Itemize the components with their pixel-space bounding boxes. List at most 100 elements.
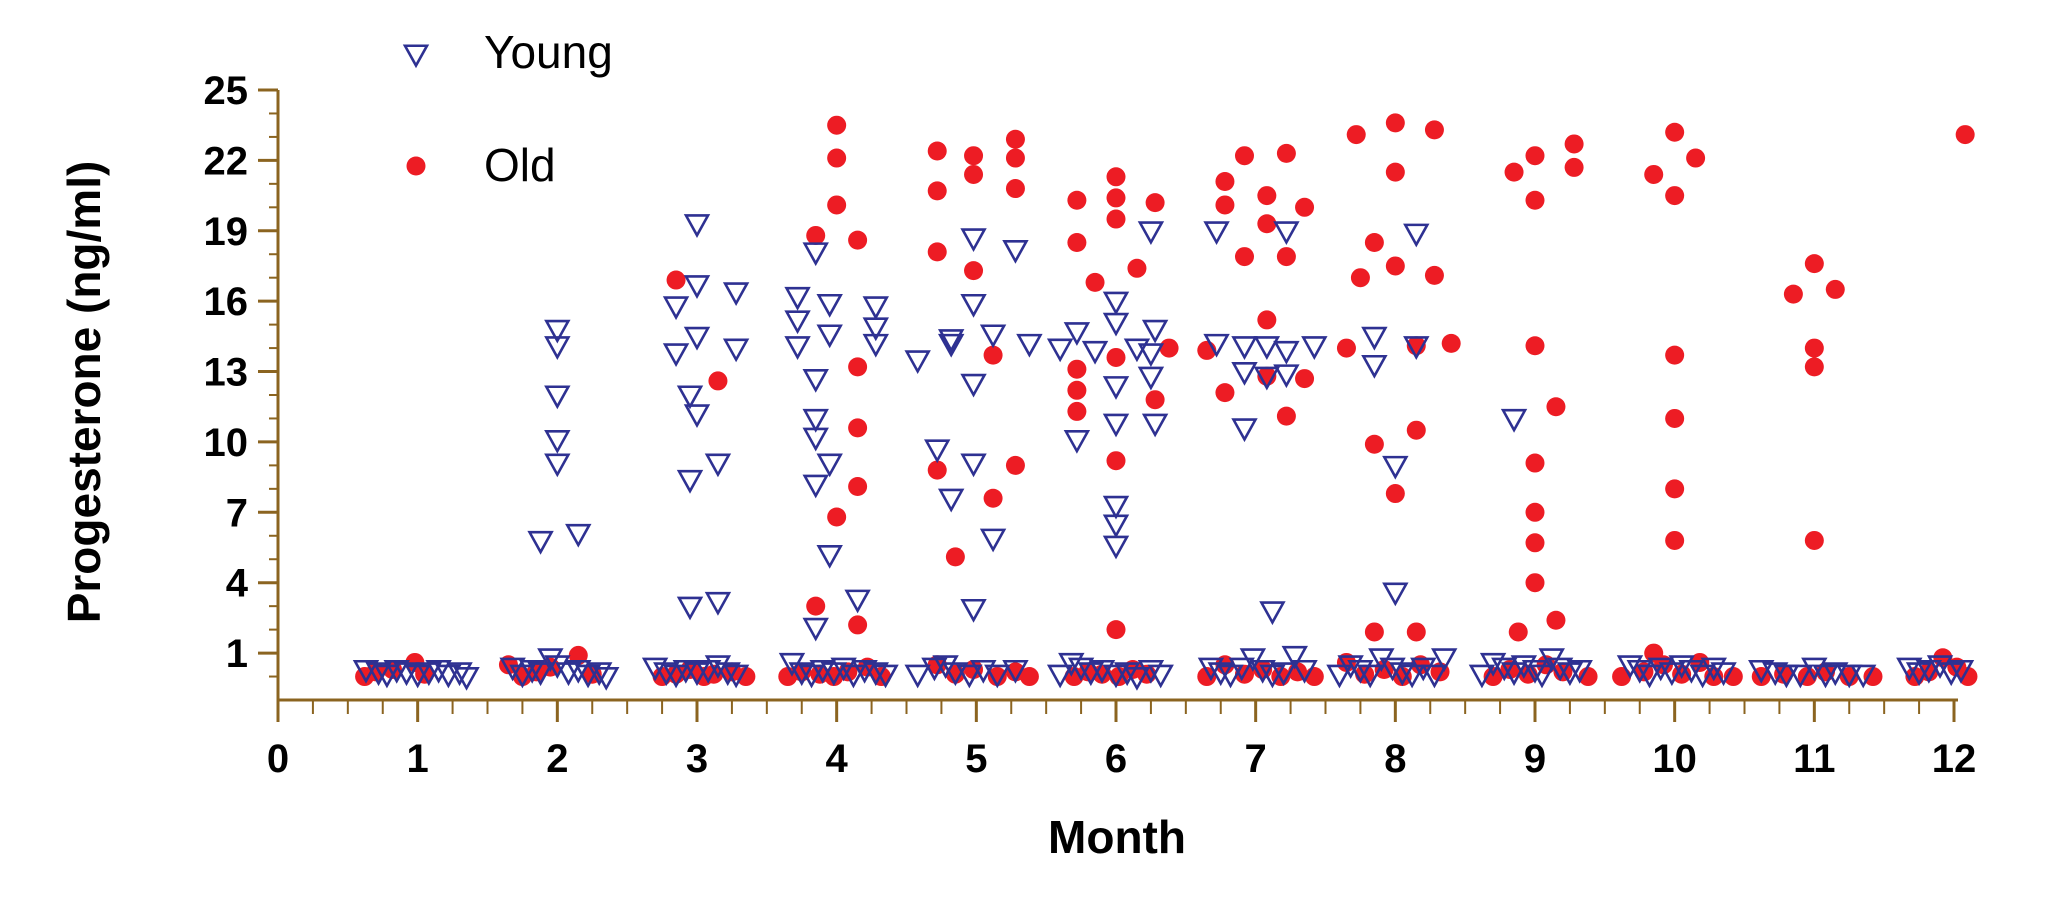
young-point xyxy=(641,657,669,682)
old-point xyxy=(1525,533,1545,553)
old-point xyxy=(1067,380,1087,400)
young-point xyxy=(784,310,811,335)
young-point xyxy=(1647,657,1674,682)
young-point xyxy=(1253,366,1281,391)
x-tick-label: 10 xyxy=(1652,737,1697,781)
young-point xyxy=(816,324,843,349)
x-tick-label: 8 xyxy=(1384,737,1406,781)
legend-young-marker xyxy=(402,44,430,69)
young-point xyxy=(937,329,965,353)
young-point xyxy=(1137,366,1165,391)
old-point xyxy=(987,667,1007,687)
old-point xyxy=(406,156,426,176)
old-point xyxy=(1564,134,1584,154)
old-point xyxy=(1385,113,1405,133)
young-point xyxy=(1566,659,1593,684)
young-point xyxy=(862,662,889,687)
young-point xyxy=(586,662,613,687)
old-point xyxy=(1546,610,1566,630)
young-point xyxy=(1137,221,1165,245)
young-point xyxy=(1500,662,1528,687)
young-point xyxy=(537,648,564,672)
young-point xyxy=(1270,662,1297,687)
x-axis-title: Month xyxy=(1048,811,1186,863)
young-point xyxy=(1147,664,1174,689)
old-point xyxy=(1525,190,1545,210)
old-point xyxy=(927,242,947,262)
old-point xyxy=(1546,397,1566,417)
young-point xyxy=(1016,333,1043,358)
young-point xyxy=(1102,535,1130,560)
young-point xyxy=(499,657,526,682)
young-point xyxy=(1748,659,1775,684)
old-point xyxy=(1665,345,1685,365)
young-point xyxy=(956,664,983,689)
series-young xyxy=(352,214,1975,691)
old-point xyxy=(1067,233,1087,252)
x-tick-label: 7 xyxy=(1245,737,1267,781)
young-point xyxy=(527,662,554,687)
young-point xyxy=(1850,664,1877,689)
old-point xyxy=(1564,157,1584,177)
young-point xyxy=(1058,652,1085,677)
young-point xyxy=(683,214,711,238)
data-points xyxy=(352,113,1978,691)
old-point xyxy=(1406,622,1426,642)
young-point xyxy=(1896,657,1923,682)
young-point xyxy=(1822,662,1849,687)
old-point xyxy=(1295,369,1315,389)
young-point xyxy=(1700,657,1727,682)
young-point xyxy=(960,598,987,623)
young-point xyxy=(704,453,732,478)
young-point xyxy=(840,664,867,689)
old-point xyxy=(848,418,868,438)
old-point xyxy=(1508,622,1528,642)
young-point xyxy=(1403,336,1430,360)
young-point xyxy=(1616,655,1644,680)
young-point xyxy=(544,319,571,344)
young-point xyxy=(1382,582,1409,607)
young-point xyxy=(1301,336,1328,360)
young-point xyxy=(942,662,969,687)
young-point xyxy=(960,293,987,318)
young-point xyxy=(722,338,750,363)
young-point xyxy=(676,596,704,621)
young-point xyxy=(1468,664,1496,689)
young-point xyxy=(722,664,750,689)
young-point xyxy=(1231,418,1258,443)
young-point xyxy=(802,242,829,267)
young-point xyxy=(704,655,732,680)
old-point xyxy=(1525,573,1545,593)
young-point xyxy=(1217,664,1244,689)
x-tick-label: 9 xyxy=(1524,737,1546,781)
young-point xyxy=(1926,655,1954,680)
series-old xyxy=(355,113,1978,687)
young-point xyxy=(1141,413,1169,438)
young-point xyxy=(960,453,987,478)
old-point xyxy=(708,371,728,391)
old-point xyxy=(1197,667,1217,687)
young-point xyxy=(593,666,620,691)
young-point xyxy=(1228,657,1255,682)
y-tick-label: 1 xyxy=(226,632,248,676)
y-tick-label: 22 xyxy=(204,139,249,183)
young-point xyxy=(1915,659,1943,684)
old-point xyxy=(1005,455,1025,475)
old-point xyxy=(1005,129,1025,149)
old-point xyxy=(806,596,826,616)
old-point xyxy=(1665,186,1685,206)
young-point xyxy=(1500,408,1528,433)
young-point xyxy=(1668,655,1695,680)
old-point xyxy=(1257,310,1277,330)
old-point xyxy=(848,477,868,496)
young-point xyxy=(1491,657,1518,682)
young-point xyxy=(544,336,571,360)
young-point xyxy=(1836,664,1863,689)
old-point xyxy=(1504,162,1524,182)
legend-young-label: Young xyxy=(484,26,613,78)
young-point xyxy=(816,544,843,569)
young-point xyxy=(1273,340,1300,365)
young-point xyxy=(802,474,829,499)
young-point xyxy=(904,350,931,375)
